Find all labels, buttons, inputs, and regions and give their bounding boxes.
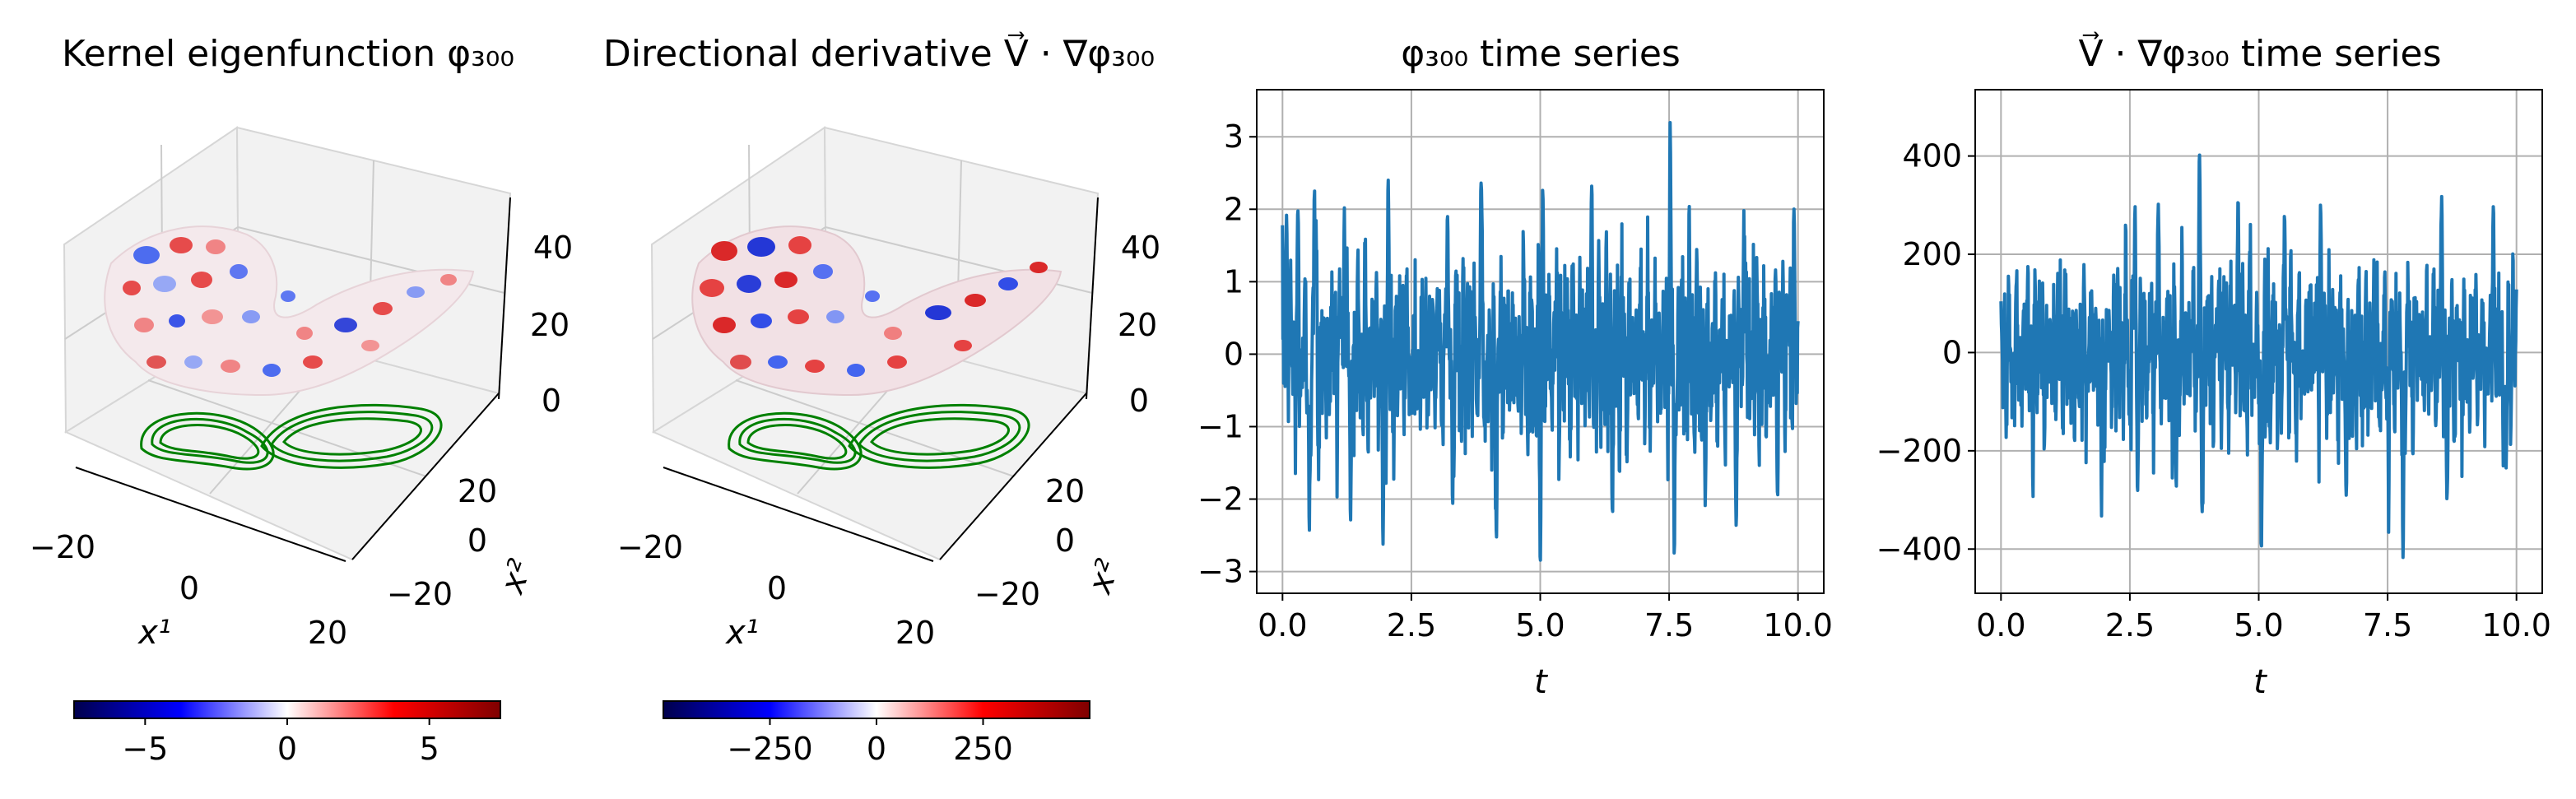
panel4-y-tick-label: −200 [1876,433,1962,469]
panel2-y-tick: 0 [1055,523,1075,559]
panel3-x-tick-label: 7.5 [1644,607,1694,643]
panel1-z-tick: 0 [542,383,561,419]
panel4-x-tick-label: 5.0 [2234,607,2283,643]
panel4-x-label: t [2253,663,2267,701]
panel4-x-tick-label: 10.0 [2481,607,2551,643]
panel1-x-label: x¹ [137,614,171,652]
panel1-x-tick: 20 [308,615,347,651]
panel3-x-tick-label: 0.0 [1258,607,1307,643]
panel2-x-tick: 0 [767,570,787,606]
panel4-y-tick-label: 200 [1902,236,1962,272]
panel2-x-label: x¹ [724,614,759,652]
panel3-y-tick-label: 3 [1224,118,1244,155]
panel3-y-tick-label: −1 [1197,408,1244,444]
panel4-x-tick-label: 2.5 [2105,607,2155,643]
panel2-z-axis: 40 20 0 [1086,197,1160,419]
panel3-x-tick-label: 2.5 [1387,607,1436,643]
panel3-x-tick-label: 5.0 [1515,607,1565,643]
panel4-series-line [1999,153,2518,560]
panel1-title: Kernel eigenfunction φ₃₀₀ [62,33,514,75]
panel1-z-axis: 40 20 0 [498,197,573,419]
panel3-y-tick-label: −3 [1197,554,1244,590]
panel-eigenfunction-3d: Kernel eigenfunction φ₃₀₀ [30,33,573,767]
panel2-x-tick: 20 [895,615,935,651]
panel3-x-tick-label: 10.0 [1763,607,1833,643]
panel4-x-tick-label: 7.5 [2363,607,2412,643]
panel3-y-tick-label: 0 [1224,336,1244,372]
panel-derivative-timeseries: V⃗ · ∇φ₃₀₀ time series 0.0 2.5 5.0 7.5 10.0 −… [1876,31,2551,701]
panel2-x-tick: −20 [617,529,683,565]
panel2-colorbar-tick-label: 0 [867,731,886,767]
panel1-y-tick: −20 [387,576,453,612]
panel4-ticks: 0.0 2.5 5.0 7.5 10.0 −400 −200 0 200 400 [1876,138,2551,643]
panel4-y-tick-label: 0 [1942,334,1962,370]
panel1-x-axis: −20 0 20 x¹ [30,467,347,652]
panel2-colorbar: −250 0 250 [663,700,1090,767]
panel4-title: V⃗ · ∇φ₃₀₀ time series [2078,31,2441,75]
panel1-y-tick: 20 [458,473,497,509]
panel3-y-tick-label: 2 [1224,191,1244,227]
panel3-ticks: 0.0 2.5 5.0 7.5 10.0 −3 −2 −1 0 1 2 3 [1197,118,1833,643]
panel2-colorbar-tick-label: −250 [727,731,812,767]
panel1-projection-attractor [140,403,443,471]
panel1-x-tick: 0 [179,570,199,606]
panel3-series-line [1281,121,1800,562]
panel1-y-tick: 0 [467,523,487,559]
panel3-title: φ₃₀₀ time series [1401,33,1681,75]
panel4-y-tick-label: 400 [1902,138,1962,174]
panel1-y-label: x² [493,555,540,600]
panel1-colorbar: −5 0 5 [73,700,501,767]
panel1-colorbar-tick-label: −5 [122,731,168,767]
panel2-z-tick: 0 [1129,383,1149,419]
panel2-y-label: x² [1081,555,1128,600]
panel1-x-tick: −20 [30,529,95,565]
panel2-z-tick: 40 [1121,230,1160,266]
panel2-z-tick: 20 [1118,307,1157,343]
panel2-scatter-surface [691,225,1062,397]
panel1-z-tick: 40 [533,230,573,266]
panel2-y-tick: −20 [974,576,1040,612]
panel3-y-tick-label: −2 [1197,481,1244,518]
panel4-x-tick-label: 0.0 [1976,607,2025,643]
panel1-colorbar-tick-label: 5 [420,731,439,767]
panel2-title: Directional derivative V⃗ · ∇φ₃₀₀ [603,31,1155,75]
panel-derivative-3d: Directional derivative V⃗ · ∇φ₃₀₀ [603,31,1160,767]
panel2-colorbar-tick-label: 250 [953,731,1013,767]
panel1-scatter-surface [104,225,475,397]
panel2-y-tick: 20 [1045,473,1085,509]
panel1-colorbar-tick-label: 0 [277,731,297,767]
panel3-x-label: t [1534,663,1548,701]
panel-phi-timeseries: φ₃₀₀ time series 0.0 2.5 5.0 7.5 10.0−3−2−10… [1197,33,1833,701]
panel2-projection-attractor [728,403,1030,471]
panel3-y-tick-label: 1 [1224,263,1244,300]
panel2-x-axis: −20 0 20 x¹ [617,467,935,652]
panel1-z-tick: 20 [530,307,570,343]
panel4-y-tick-label: −400 [1876,531,1962,567]
